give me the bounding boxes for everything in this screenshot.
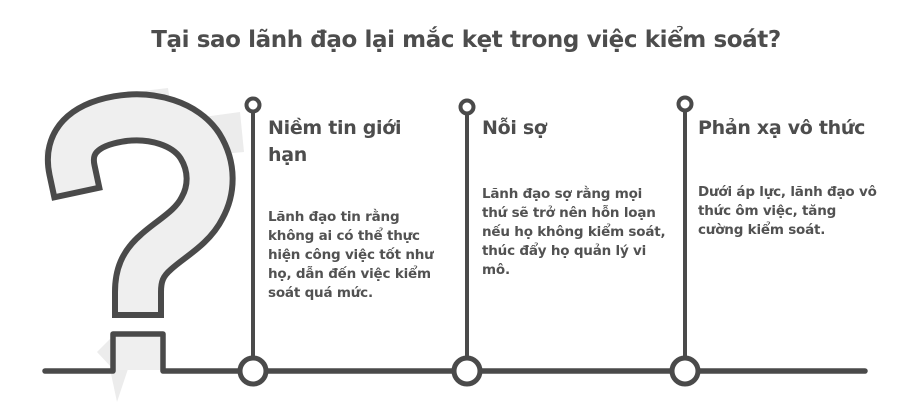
baseline-axis	[42, 331, 868, 374]
paper-tear	[110, 369, 128, 402]
question-mark-base	[113, 334, 163, 370]
timeline-item-body: Dưới áp lực, lãnh đạo vô thức ôm việc, t…	[698, 184, 877, 238]
timeline-node-bottom	[451, 355, 483, 387]
page-title: Tại sao lãnh đạo lại mắc kẹt trong việc …	[151, 27, 781, 53]
timeline-item-heading: Phản xạ vô thức	[698, 117, 866, 139]
question-mark-icon	[44, 88, 244, 402]
timeline-node-top	[458, 98, 476, 116]
timeline-item-body: Lãnh đạo sợ rằng mọi thứ sẽ trở nên hỗn …	[482, 186, 666, 278]
timeline-node-bottom	[669, 355, 701, 387]
paper-tear	[97, 336, 113, 369]
timeline-item-fear: Nỗi sợ Lãnh đạo sợ rằng mọi thứ sẽ trở n…	[482, 96, 682, 299]
timeline-node-bottom	[237, 355, 269, 387]
timeline-node-top	[676, 95, 694, 113]
timeline-item-unconscious-reflex: Phản xạ vô thức Dưới áp lực, lãnh đạo vô…	[698, 96, 908, 259]
question-mark-fill	[50, 97, 230, 313]
timeline-item-body: Lãnh đạo tin rằng không ai có thể thực h…	[268, 209, 434, 301]
timeline-connector-2	[451, 98, 483, 387]
timeline-item-heading: Niềm tin giới hạn	[268, 117, 402, 166]
timeline-item-heading: Nỗi sợ	[482, 117, 547, 139]
timeline-connector-1	[237, 96, 269, 387]
timeline-connector-3	[669, 95, 701, 387]
timeline-item-limiting-belief: Niềm tin giới hạn Lãnh đạo tin rằng khôn…	[268, 96, 454, 322]
timeline-node-top	[244, 96, 262, 114]
